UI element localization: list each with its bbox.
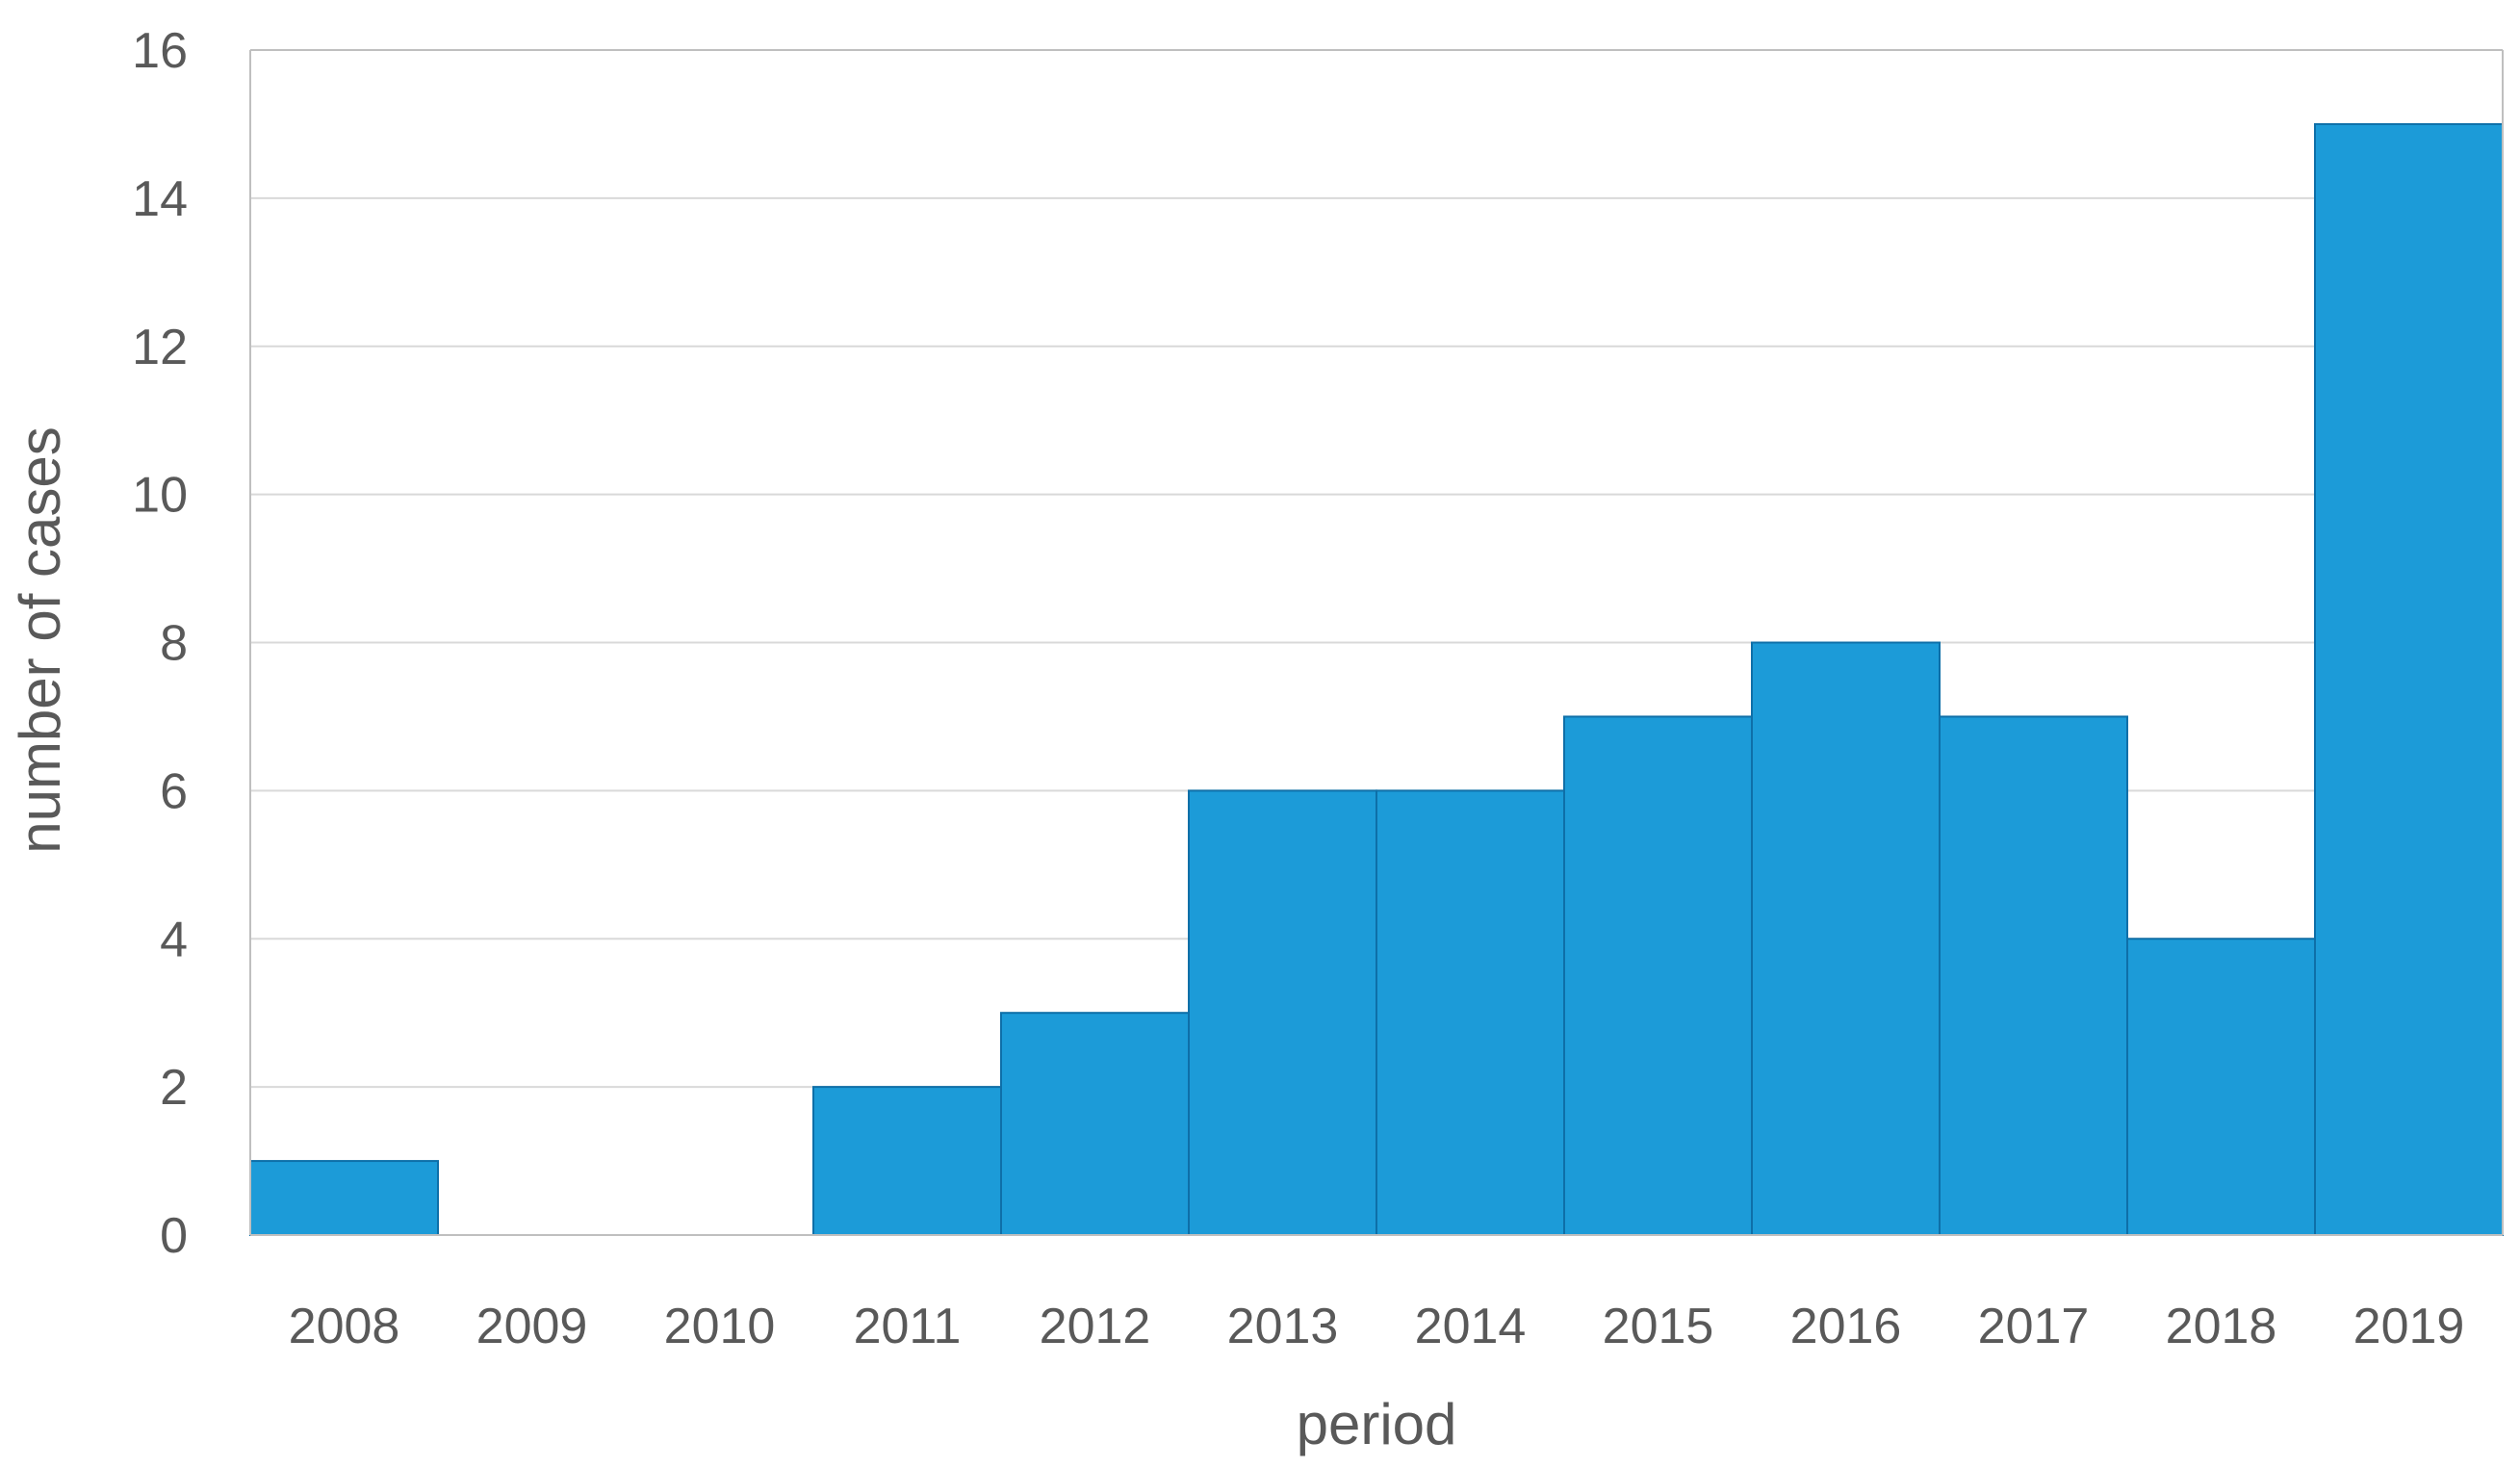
bars xyxy=(249,122,2504,1236)
y-tick-label: 8 xyxy=(160,616,188,672)
bar-2008 xyxy=(249,1160,439,1236)
x-tick-label: 2017 xyxy=(1978,1299,2090,1354)
y-tick-label: 0 xyxy=(160,1208,188,1264)
y-tick-label: 4 xyxy=(160,912,188,967)
x-tick-label: 2015 xyxy=(1603,1299,1714,1354)
bar-2015 xyxy=(1563,715,1753,1236)
x-tick-label: 2010 xyxy=(664,1299,776,1354)
y-tick-label: 10 xyxy=(132,468,188,524)
x-axis-label: period xyxy=(1297,1392,1457,1456)
x-tick-label: 2019 xyxy=(2353,1299,2465,1354)
bar-2013 xyxy=(1188,789,1377,1236)
x-tick-label: 2012 xyxy=(1040,1299,1151,1354)
x-tick-label: 2011 xyxy=(854,1299,962,1354)
y-tick-label: 16 xyxy=(132,23,188,79)
y-tick-labels: 0 2 4 6 8 10 12 14 16 xyxy=(132,23,188,1264)
x-tick-label: 2016 xyxy=(1790,1299,1902,1354)
bar-2011 xyxy=(812,1086,1002,1236)
y-tick-label: 2 xyxy=(160,1060,188,1116)
axes xyxy=(249,49,2504,1236)
x-tick-label: 2014 xyxy=(1415,1299,1527,1354)
y-axis-label: number of cases xyxy=(8,426,72,854)
y-tick-label: 14 xyxy=(132,171,188,227)
x-tick-label: 2009 xyxy=(476,1299,588,1354)
x-tick-labels: 2008 2009 2010 2011 2012 2013 2014 2015 2016 2017… xyxy=(289,1299,2465,1354)
y-tick-label: 12 xyxy=(132,320,188,375)
bar-2012 xyxy=(1000,1012,1190,1236)
x-tick-label: 2018 xyxy=(2166,1299,2277,1354)
bar-2016 xyxy=(1751,641,1941,1236)
y-tick-label: 6 xyxy=(160,763,188,819)
bar-2017 xyxy=(1939,715,2128,1236)
x-tick-label: 2013 xyxy=(1227,1299,1339,1354)
bar-2018 xyxy=(2126,938,2316,1236)
bar-2019 xyxy=(2314,122,2504,1236)
x-tick-label: 2008 xyxy=(289,1299,400,1354)
bar-2014 xyxy=(1376,789,1565,1236)
